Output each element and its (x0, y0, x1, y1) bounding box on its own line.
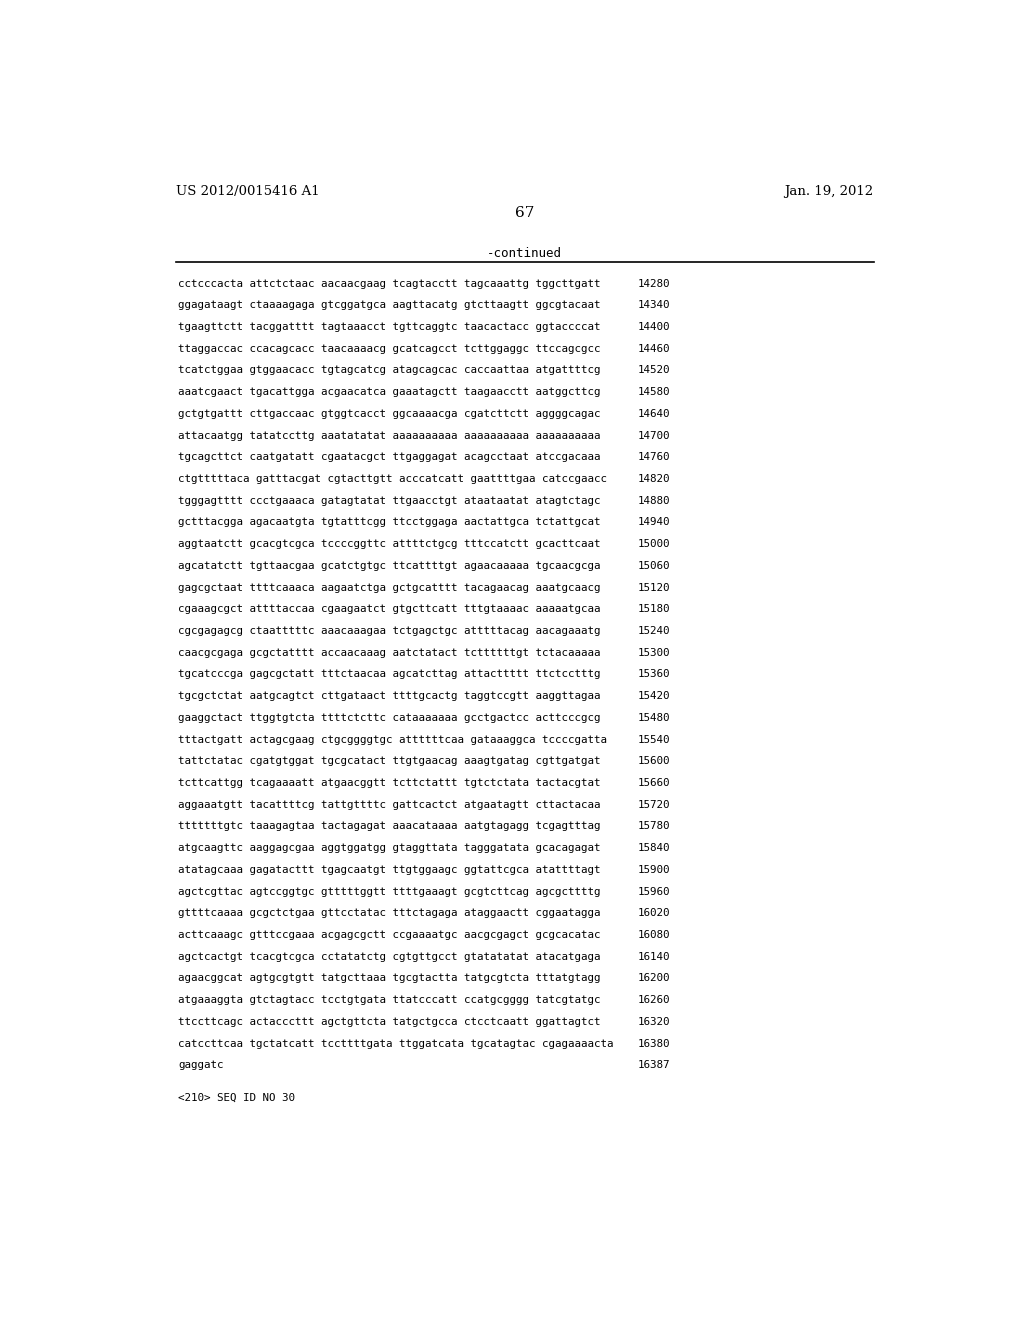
Text: aggtaatctt gcacgtcgca tccccggttc attttctgcg tttccatctt gcacttcaat: aggtaatctt gcacgtcgca tccccggttc attttct… (178, 539, 601, 549)
Text: attacaatgg tatatccttg aaatatatat aaaaaaaaaa aaaaaaaaaa aaaaaaaaaa: attacaatgg tatatccttg aaatatatat aaaaaaa… (178, 430, 601, 441)
Text: tcatctggaa gtggaacacc tgtagcatcg atagcagcac caccaattaa atgattttcg: tcatctggaa gtggaacacc tgtagcatcg atagcag… (178, 366, 601, 375)
Text: 16380: 16380 (638, 1039, 671, 1048)
Text: 16020: 16020 (638, 908, 671, 919)
Text: 15960: 15960 (638, 887, 671, 896)
Text: 14460: 14460 (638, 343, 671, 354)
Text: 15900: 15900 (638, 865, 671, 875)
Text: 15060: 15060 (638, 561, 671, 570)
Text: 16387: 16387 (638, 1060, 671, 1071)
Text: 15660: 15660 (638, 777, 671, 788)
Text: 14400: 14400 (638, 322, 671, 331)
Text: 15720: 15720 (638, 800, 671, 809)
Text: caacgcgaga gcgctatttt accaacaaag aatctatact tcttttttgt tctacaaaaa: caacgcgaga gcgctatttt accaacaaag aatctat… (178, 648, 601, 657)
Text: agctcgttac agtccggtgc gtttttggtt ttttgaaagt gcgtcttcag agcgcttttg: agctcgttac agtccggtgc gtttttggtt ttttgaa… (178, 887, 601, 896)
Text: tttactgatt actagcgaag ctgcggggtgc attttttcaa gataaaggca tccccgatta: tttactgatt actagcgaag ctgcggggtgc attttt… (178, 734, 607, 744)
Text: tgcagcttct caatgatatt cgaatacgct ttgaggagat acagcctaat atccgacaaa: tgcagcttct caatgatatt cgaatacgct ttgagga… (178, 453, 601, 462)
Text: tattctatac cgatgtggat tgcgcatact ttgtgaacag aaagtgatag cgttgatgat: tattctatac cgatgtggat tgcgcatact ttgtgaa… (178, 756, 601, 766)
Text: 14280: 14280 (638, 279, 671, 289)
Text: agcatatctt tgttaacgaa gcatctgtgc ttcattttgt agaacaaaaa tgcaacgcga: agcatatctt tgttaacgaa gcatctgtgc ttcattt… (178, 561, 601, 570)
Text: aggaaatgtt tacattttcg tattgttttc gattcactct atgaatagtt cttactacaa: aggaaatgtt tacattttcg tattgttttc gattcac… (178, 800, 601, 809)
Text: gttttcaaaa gcgctctgaa gttcctatac tttctagaga ataggaactt cggaatagga: gttttcaaaa gcgctctgaa gttcctatac tttctag… (178, 908, 601, 919)
Text: gagcgctaat ttttcaaaca aagaatctga gctgcatttt tacagaacag aaatgcaacg: gagcgctaat ttttcaaaca aagaatctga gctgcat… (178, 582, 601, 593)
Text: catccttcaa tgctatcatt tccttttgata ttggatcata tgcatagtac cgagaaaacta: catccttcaa tgctatcatt tccttttgata ttggat… (178, 1039, 613, 1048)
Text: 15300: 15300 (638, 648, 671, 657)
Text: 15120: 15120 (638, 582, 671, 593)
Text: <210> SEQ ID NO 30: <210> SEQ ID NO 30 (178, 1093, 295, 1102)
Text: ctgtttttaca gatttacgat cgtacttgtt acccatcatt gaattttgaa catccgaacc: ctgtttttaca gatttacgat cgtacttgtt acccat… (178, 474, 607, 484)
Text: 14760: 14760 (638, 453, 671, 462)
Text: 14820: 14820 (638, 474, 671, 484)
Text: gaaggctact ttggtgtcta ttttctcttc cataaaaaaa gcctgactcc acttcccgcg: gaaggctact ttggtgtcta ttttctcttc cataaaa… (178, 713, 601, 723)
Text: acttcaaagc gtttccgaaa acgagcgctt ccgaaaatgc aacgcgagct gcgcacatac: acttcaaagc gtttccgaaa acgagcgctt ccgaaaa… (178, 929, 601, 940)
Text: 16080: 16080 (638, 929, 671, 940)
Text: gctttacgga agacaatgta tgtatttcgg ttcctggaga aactattgca tctattgcat: gctttacgga agacaatgta tgtatttcgg ttcctgg… (178, 517, 601, 528)
Text: tgggagtttt ccctgaaaca gatagtatat ttgaacctgt ataataatat atagtctagc: tgggagtttt ccctgaaaca gatagtatat ttgaacc… (178, 496, 601, 506)
Text: atgaaaggta gtctagtacc tcctgtgata ttatcccatt ccatgcgggg tatcgtatgc: atgaaaggta gtctagtacc tcctgtgata ttatccc… (178, 995, 601, 1005)
Text: ttaggaccac ccacagcacc taacaaaacg gcatcagcct tcttggaggc ttccagcgcc: ttaggaccac ccacagcacc taacaaaacg gcatcag… (178, 343, 601, 354)
Text: 15180: 15180 (638, 605, 671, 614)
Text: cctcccacta attctctaac aacaacgaag tcagtacctt tagcaaattg tggcttgatt: cctcccacta attctctaac aacaacgaag tcagtac… (178, 279, 601, 289)
Text: cgaaagcgct attttaccaa cgaagaatct gtgcttcatt tttgtaaaac aaaaatgcaa: cgaaagcgct attttaccaa cgaagaatct gtgcttc… (178, 605, 601, 614)
Text: 14940: 14940 (638, 517, 671, 528)
Text: 15000: 15000 (638, 539, 671, 549)
Text: 15480: 15480 (638, 713, 671, 723)
Text: agctcactgt tcacgtcgca cctatatctg cgtgttgcct gtatatatat atacatgaga: agctcactgt tcacgtcgca cctatatctg cgtgttg… (178, 952, 601, 962)
Text: gaggatc: gaggatc (178, 1060, 224, 1071)
Text: 14520: 14520 (638, 366, 671, 375)
Text: gctgtgattt cttgaccaac gtggtcacct ggcaaaacga cgatcttctt aggggcagac: gctgtgattt cttgaccaac gtggtcacct ggcaaaa… (178, 409, 601, 418)
Text: 15540: 15540 (638, 734, 671, 744)
Text: 16200: 16200 (638, 973, 671, 983)
Text: ggagataagt ctaaaagaga gtcggatgca aagttacatg gtcttaagtt ggcgtacaat: ggagataagt ctaaaagaga gtcggatgca aagttac… (178, 300, 601, 310)
Text: 15420: 15420 (638, 692, 671, 701)
Text: 15600: 15600 (638, 756, 671, 766)
Text: tcttcattgg tcagaaaatt atgaacggtt tcttctattt tgtctctata tactacgtat: tcttcattgg tcagaaaatt atgaacggtt tcttcta… (178, 777, 601, 788)
Text: cgcgagagcg ctaatttttc aaacaaagaa tctgagctgc atttttacag aacagaaatg: cgcgagagcg ctaatttttc aaacaaagaa tctgagc… (178, 626, 601, 636)
Text: US 2012/0015416 A1: US 2012/0015416 A1 (176, 185, 319, 198)
Text: 14880: 14880 (638, 496, 671, 506)
Text: tttttttgtc taaagagtaa tactagagat aaacataaaa aatgtagagg tcgagtttag: tttttttgtc taaagagtaa tactagagat aaacata… (178, 821, 601, 832)
Text: 14700: 14700 (638, 430, 671, 441)
Text: 14640: 14640 (638, 409, 671, 418)
Text: Jan. 19, 2012: Jan. 19, 2012 (784, 185, 873, 198)
Text: agaacggcat agtgcgtgtt tatgcttaaa tgcgtactta tatgcgtcta tttatgtagg: agaacggcat agtgcgtgtt tatgcttaaa tgcgtac… (178, 973, 601, 983)
Text: atatagcaaa gagatacttt tgagcaatgt ttgtggaagc ggtattcgca atattttagt: atatagcaaa gagatacttt tgagcaatgt ttgtgga… (178, 865, 601, 875)
Text: 15840: 15840 (638, 843, 671, 853)
Text: ttccttcagc actacccttt agctgttcta tatgctgcca ctcctcaatt ggattagtct: ttccttcagc actacccttt agctgttcta tatgctg… (178, 1016, 601, 1027)
Text: tgaagttctt tacggatttt tagtaaacct tgttcaggtc taacactacc ggtaccccat: tgaagttctt tacggatttt tagtaaacct tgttcag… (178, 322, 601, 331)
Text: atgcaagttc aaggagcgaa aggtggatgg gtaggttata tagggatata gcacagagat: atgcaagttc aaggagcgaa aggtggatgg gtaggtt… (178, 843, 601, 853)
Text: aaatcgaact tgacattgga acgaacatca gaaatagctt taagaacctt aatggcttcg: aaatcgaact tgacattgga acgaacatca gaaatag… (178, 387, 601, 397)
Text: 16260: 16260 (638, 995, 671, 1005)
Text: -continued: -continued (487, 247, 562, 260)
Text: 15240: 15240 (638, 626, 671, 636)
Text: tgcatcccga gagcgctatt tttctaacaa agcatcttag attacttttt ttctcctttg: tgcatcccga gagcgctatt tttctaacaa agcatct… (178, 669, 601, 680)
Text: 14340: 14340 (638, 300, 671, 310)
Text: 14580: 14580 (638, 387, 671, 397)
Text: tgcgctctat aatgcagtct cttgataact ttttgcactg taggtccgtt aaggttagaa: tgcgctctat aatgcagtct cttgataact ttttgca… (178, 692, 601, 701)
Text: 16140: 16140 (638, 952, 671, 962)
Text: 16320: 16320 (638, 1016, 671, 1027)
Text: 15780: 15780 (638, 821, 671, 832)
Text: 15360: 15360 (638, 669, 671, 680)
Text: 67: 67 (515, 206, 535, 220)
